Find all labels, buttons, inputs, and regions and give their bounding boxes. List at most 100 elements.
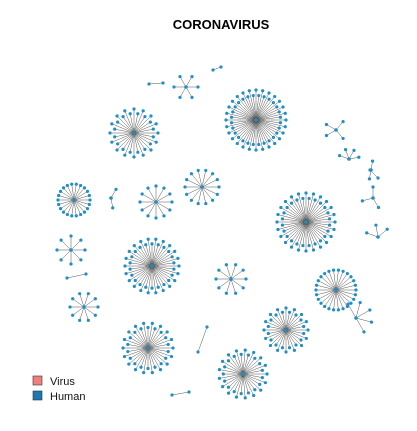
- network-edge: [124, 110, 135, 134]
- network-node: [139, 327, 143, 331]
- network-edge: [151, 265, 175, 281]
- network-edge: [242, 355, 249, 375]
- network-node: [123, 109, 127, 113]
- network-node: [269, 318, 273, 322]
- network-edge: [226, 119, 257, 127]
- network-node: [159, 330, 163, 334]
- network-node: [323, 304, 327, 309]
- network-edge: [242, 373, 246, 398]
- network-node: [165, 362, 169, 366]
- network-node: [261, 147, 265, 151]
- network-node: [243, 396, 247, 400]
- network-node: [358, 300, 362, 305]
- network-edge: [60, 239, 72, 251]
- network-node: [154, 237, 158, 241]
- network-edge: [235, 119, 257, 134]
- network-node: [233, 105, 237, 109]
- network-node: [338, 153, 342, 158]
- network-hub-node: [254, 118, 258, 122]
- network-node: [146, 186, 150, 190]
- network-node: [324, 122, 329, 127]
- network-node: [85, 207, 90, 211]
- network-node: [262, 328, 266, 332]
- network-node: [283, 199, 288, 204]
- network-edge: [242, 119, 257, 141]
- network-edge: [122, 132, 135, 150]
- network-edge: [133, 132, 151, 145]
- network-edge: [305, 214, 335, 223]
- network-node: [121, 115, 125, 119]
- network-edge: [155, 193, 170, 203]
- network-node: [168, 208, 172, 212]
- network-edge: [235, 106, 257, 121]
- legend-swatch-virus: [32, 375, 43, 386]
- network-edge: [140, 265, 153, 291]
- network-edge: [255, 106, 277, 121]
- network-edge: [151, 265, 165, 285]
- network-node: [190, 95, 194, 99]
- network-node: [127, 362, 131, 366]
- network-edge: [355, 317, 365, 332]
- network-node: [185, 178, 189, 182]
- network-node: [277, 110, 281, 114]
- network-edge: [335, 276, 352, 291]
- network-edge: [230, 269, 244, 280]
- network-node: [146, 237, 150, 241]
- network-edge: [305, 207, 326, 223]
- network-node: [259, 388, 263, 392]
- network-node: [189, 198, 194, 202]
- network-edge: [66, 273, 87, 279]
- network-edge: [305, 218, 330, 223]
- network-node: [280, 217, 285, 221]
- network-edge: [116, 115, 135, 134]
- network-edge: [296, 221, 307, 245]
- network-edge: [133, 110, 144, 134]
- network-edge: [242, 373, 260, 385]
- network-node: [241, 145, 245, 149]
- network-node: [323, 205, 327, 210]
- network-edge: [140, 347, 149, 368]
- network-node: [115, 114, 119, 118]
- network-edge: [147, 347, 162, 364]
- network-edge: [73, 187, 85, 201]
- network-edge: [242, 365, 266, 375]
- network-edge: [151, 245, 170, 267]
- network-node: [299, 338, 303, 342]
- network-edge: [73, 191, 88, 201]
- network-node: [262, 141, 266, 145]
- network-node: [246, 353, 250, 357]
- network-edge: [230, 264, 236, 280]
- network-node: [318, 245, 323, 249]
- network-edge: [232, 111, 257, 121]
- network-node: [123, 264, 127, 268]
- network-edge: [347, 304, 357, 319]
- network-node: [123, 153, 127, 157]
- network-node: [156, 285, 160, 289]
- network-node: [299, 318, 303, 322]
- network-node: [86, 318, 90, 322]
- network-edge: [131, 256, 153, 267]
- network-node: [241, 286, 245, 290]
- network-edge: [255, 119, 265, 144]
- network-node: [275, 131, 279, 135]
- network-node: [220, 359, 225, 363]
- network-node: [138, 283, 142, 287]
- network-node: [246, 141, 250, 145]
- network-node: [302, 324, 306, 329]
- network-node: [370, 159, 375, 163]
- network-hub-node: [184, 85, 188, 89]
- network-node: [128, 336, 132, 340]
- network-edge: [128, 347, 149, 365]
- network-edge: [147, 326, 161, 349]
- network-hub-node: [354, 316, 358, 320]
- network-edge: [242, 358, 256, 375]
- network-node: [280, 310, 285, 314]
- network-node: [136, 150, 140, 154]
- network-hub-node: [347, 157, 351, 161]
- network-edge: [79, 293, 85, 308]
- network-edge: [324, 273, 337, 291]
- network-edge: [60, 249, 72, 261]
- network-node: [196, 168, 200, 173]
- network-node: [254, 88, 258, 92]
- network-edge: [232, 101, 257, 121]
